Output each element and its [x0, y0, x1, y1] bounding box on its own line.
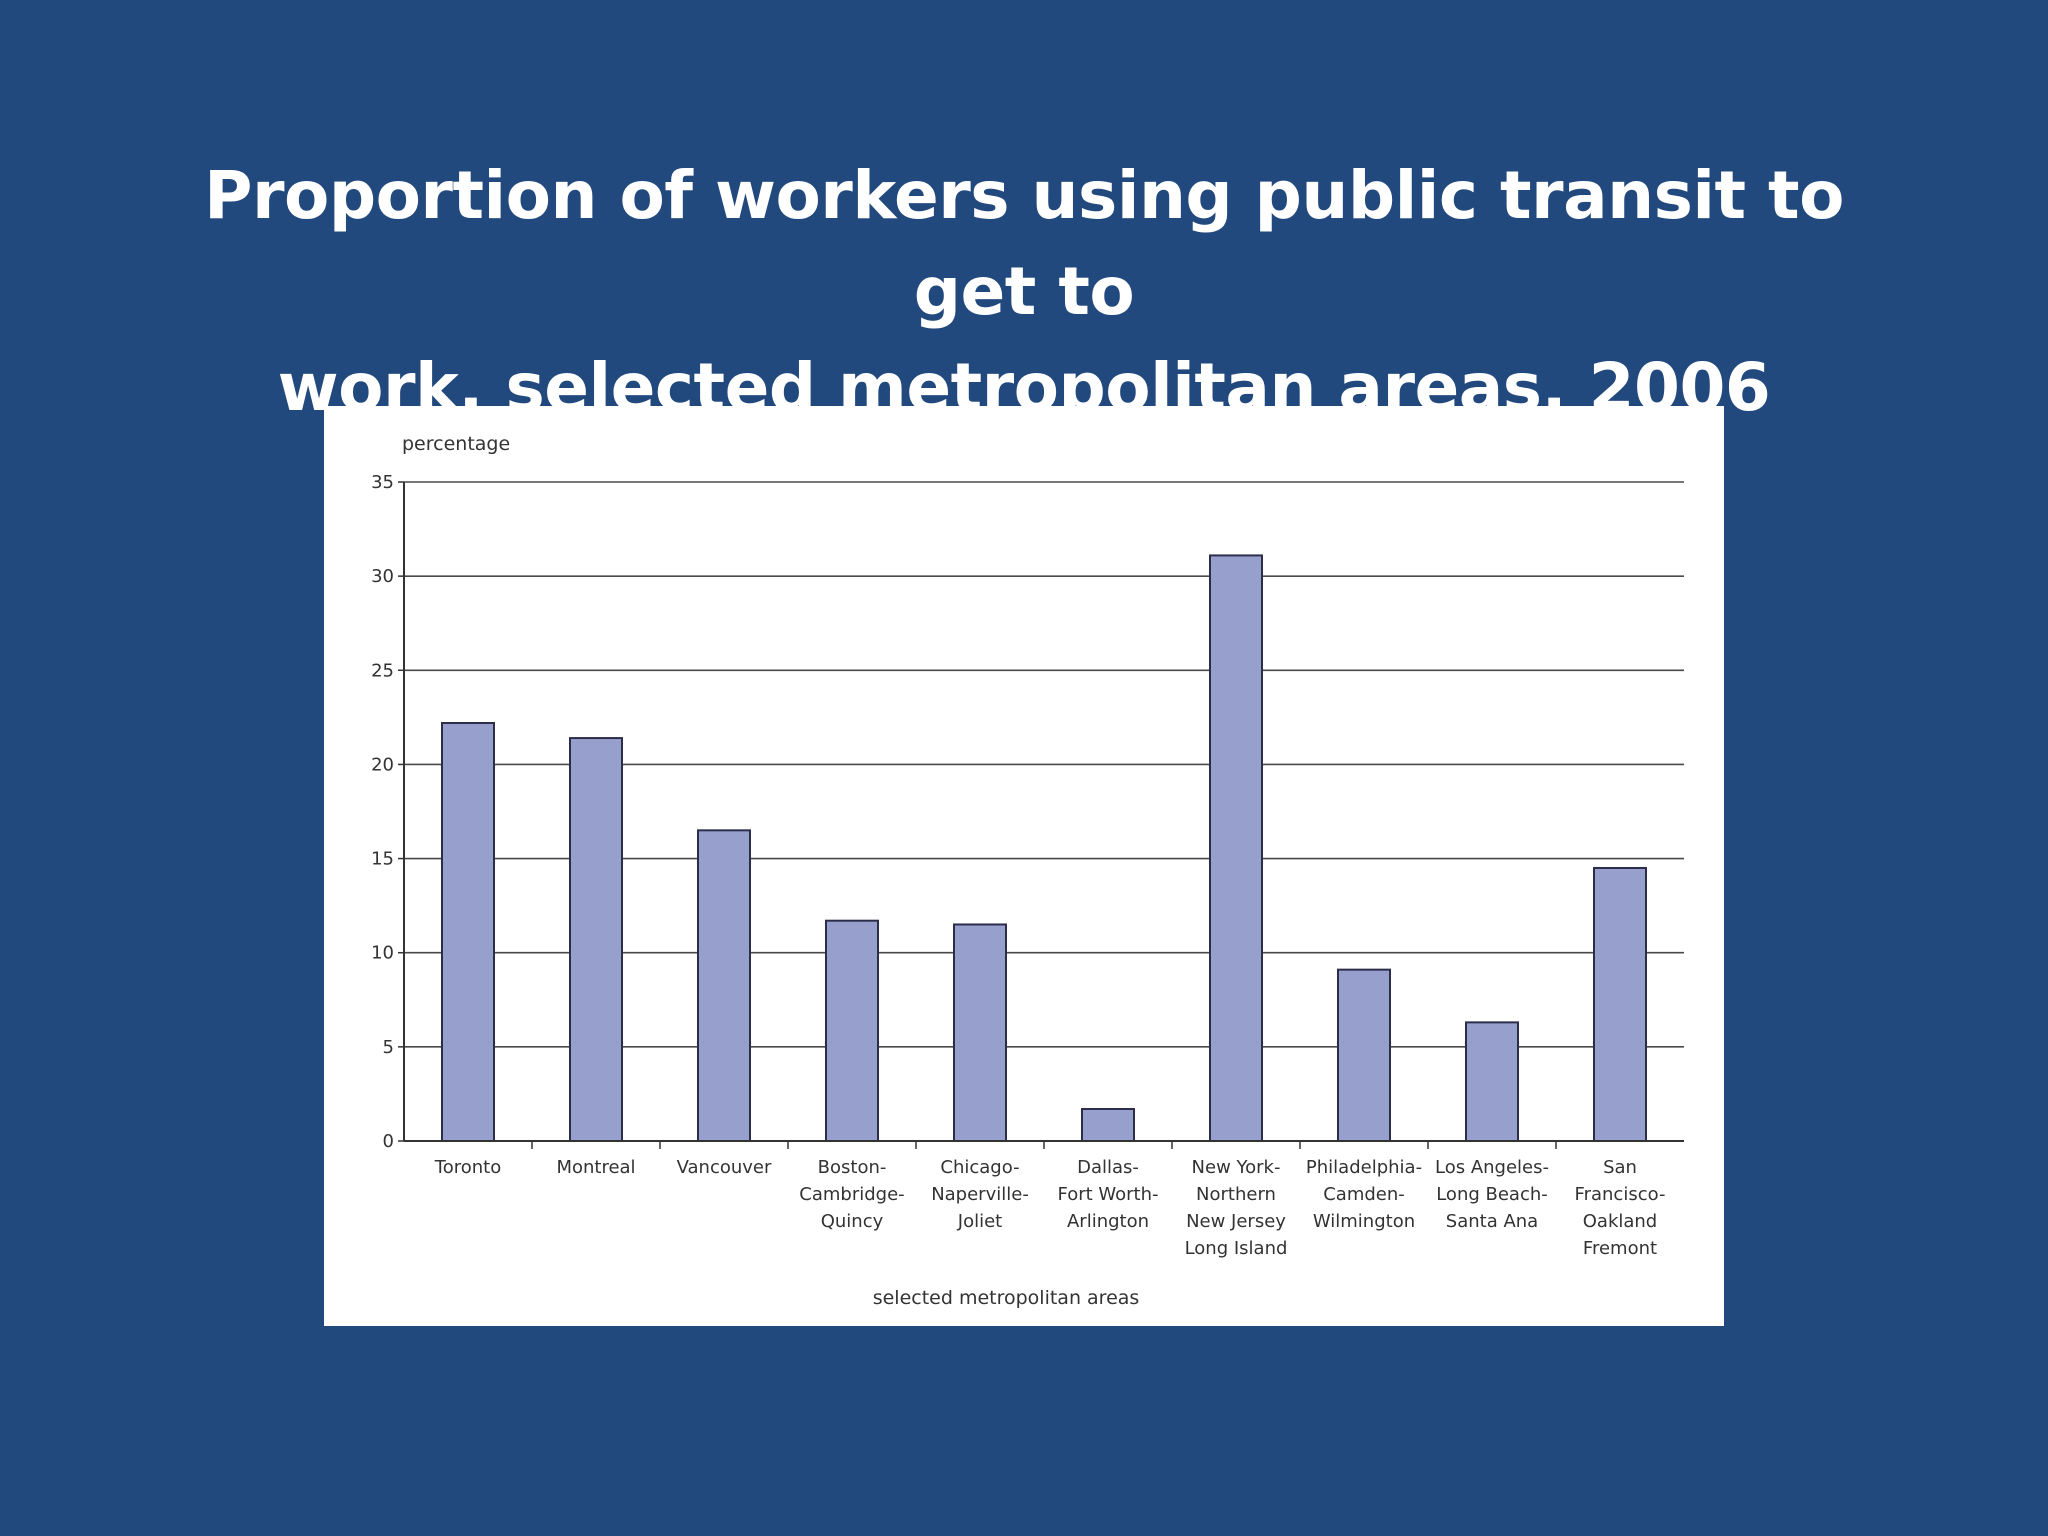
- x-tick-label: Montreal: [556, 1157, 635, 1178]
- y-tick-label: 25: [371, 660, 394, 681]
- bar: [953, 923, 1007, 1142]
- x-tick-label: Dallas-Fort Worth-Arlington: [1057, 1157, 1158, 1232]
- y-tick-label: 20: [371, 754, 394, 775]
- y-tick-label: 0: [383, 1131, 394, 1152]
- y-tick-label: 15: [371, 849, 394, 870]
- bar: [1593, 866, 1647, 1142]
- bar-chart: 0 5 10 15 20 25 30 35 Toronto Montreal Vancouver B…: [371, 433, 1684, 1309]
- bars: [441, 554, 1647, 1143]
- y-tick-label: 10: [371, 943, 394, 964]
- bar: [569, 737, 623, 1142]
- x-tick-label: San Francisco-Oakland Fremont: [1575, 1157, 1666, 1259]
- x-tick-label: Chicago-Naperville-Joliet: [931, 1157, 1029, 1232]
- bar: [1337, 968, 1391, 1142]
- bar: [1465, 1021, 1519, 1143]
- x-axis-title: selected metropolitan areas: [873, 1287, 1140, 1309]
- y-tick-label: 35: [371, 472, 394, 493]
- y-tick-label: 5: [383, 1037, 394, 1058]
- y-tick-label: 30: [371, 566, 394, 587]
- bar: [1209, 554, 1263, 1142]
- x-tick-label: Boston-Cambridge-Quincy: [799, 1157, 904, 1232]
- x-tick-label: New York-Northern New Jersey Long Island: [1185, 1157, 1288, 1259]
- bar: [825, 919, 879, 1142]
- bar: [1081, 1107, 1135, 1143]
- slide-title: Proportion of workers using public trans…: [150, 148, 1898, 436]
- x-tick-label: Vancouver: [677, 1157, 772, 1178]
- x-tick-label: Philadelphia-Camden-Wilmington: [1306, 1157, 1422, 1232]
- y-axis-title: percentage: [402, 433, 510, 455]
- y-tick-labels: 0 5 10 15 20 25 30 35: [371, 472, 404, 1152]
- slide-title-line-1: Proportion of workers using public trans…: [204, 157, 1844, 330]
- x-tick-label: Los Angeles-Long Beach-Santa Ana: [1435, 1157, 1549, 1232]
- x-tick-label: Toronto: [434, 1157, 501, 1178]
- x-tick-labels: Toronto Montreal Vancouver Boston-Cambridge…: [434, 1141, 1666, 1259]
- bar: [697, 829, 751, 1142]
- chart-panel: 0 5 10 15 20 25 30 35 Toronto Montreal Vancouver B…: [324, 406, 1724, 1326]
- bar: [441, 722, 495, 1142]
